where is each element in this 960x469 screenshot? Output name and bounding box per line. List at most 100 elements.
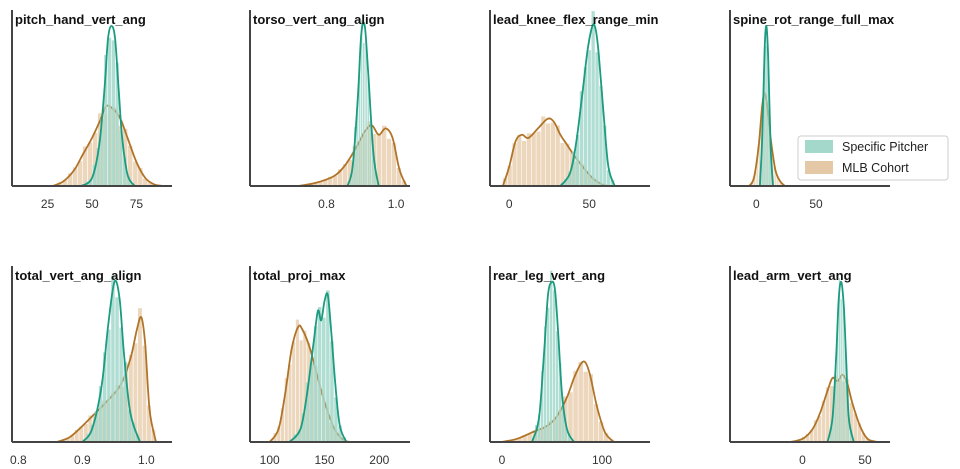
hist-bar-mlb-cohort (512, 439, 517, 442)
hist-bar-mlb-cohort (303, 330, 307, 442)
panel-title: total_vert_ang_align (15, 268, 141, 283)
hist-bar-specific-pitcher (326, 290, 330, 442)
legend-swatch-mlb-cohort (805, 161, 833, 174)
panel-torso-vert-ang-align: 0.8 1.0 torso_vert_ang_align (249, 10, 410, 211)
hist-bar-specific-pitcher (107, 329, 111, 442)
x-tick-label: 150 (314, 453, 334, 467)
hist-bar-mlb-cohort (277, 426, 281, 442)
hist-bar-mlb-cohort (573, 370, 578, 442)
panel-title: total_proj_max (253, 268, 346, 283)
hist-bar-specific-pitcher (358, 64, 361, 186)
hist-bar-mlb-cohort (773, 163, 775, 186)
hist-bar-specific-pitcher (103, 352, 107, 442)
hist-bar-specific-pitcher (322, 317, 326, 442)
hist-bar-mlb-cohort (391, 143, 397, 186)
hist-bar-specific-pitcher (559, 362, 562, 442)
x-tick-label: 200 (369, 453, 389, 467)
hist-bar-specific-pitcher (607, 170, 611, 186)
hist-bar-mlb-cohort (138, 308, 142, 442)
hist-bar-mlb-cohort (536, 131, 541, 186)
hist-bar-specific-pitcher (98, 386, 103, 442)
x-tick-label: 50 (809, 197, 823, 211)
hist-bar-specific-pitcher (354, 127, 356, 186)
hist-bar-mlb-cohort (382, 125, 387, 186)
hist-bar-mlb-cohort (853, 413, 857, 442)
hist-bar-mlb-cohort (512, 143, 517, 186)
hist-bar-specific-pitcher (86, 433, 90, 442)
hist-bar-mlb-cohort (522, 140, 527, 186)
hist-bar-mlb-cohort (589, 177, 594, 186)
hist-bar-specific-pitcher (583, 67, 587, 186)
x-tick-label: 0.8 (318, 197, 335, 211)
hist-bar-mlb-cohort (755, 161, 757, 186)
hist-bar-specific-pitcher (603, 125, 607, 186)
hist-bar-mlb-cohort (70, 435, 75, 442)
hist-bar-mlb-cohort (829, 386, 834, 442)
hist-bar-mlb-cohort (401, 180, 406, 186)
hist-bar-mlb-cohort (849, 402, 854, 442)
hist-bar-specific-pitcher (575, 134, 580, 186)
panel-total-vert-ang-align: 0.8 0.9 1.0 total_vert_ang_align (10, 266, 172, 467)
hist-bar-mlb-cohort (775, 170, 777, 186)
hist-bar-specific-pitcher (766, 30, 768, 186)
hist-bar-mlb-cohort (555, 125, 560, 186)
hist-bar-mlb-cohort (65, 437, 70, 442)
hist-bar-specific-pitcher (833, 386, 835, 442)
hist-bar-specific-pitcher (367, 76, 370, 186)
hist-bar-specific-pitcher (768, 89, 770, 186)
hist-bar-mlb-cohort (776, 176, 778, 186)
x-tick-label: 50 (85, 197, 99, 211)
hist-bar-specific-pitcher (835, 363, 837, 442)
legend: Specific Pitcher MLB Cohort (797, 135, 949, 181)
hist-bar-specific-pitcher (363, 43, 365, 186)
hist-bar-specific-pitcher (108, 37, 112, 186)
hist-bar-mlb-cohort (809, 430, 814, 442)
hist-bar-mlb-cohort (83, 424, 88, 442)
hist-bar-mlb-cohort (138, 167, 143, 186)
panel-lead-knee-flex-range-min: 0 50 lead_knee_flex_range_min (489, 10, 659, 211)
hist-bar-specific-pitcher (135, 435, 140, 442)
hist-bar-specific-pitcher (90, 424, 95, 442)
hist-bar-specific-pitcher (123, 361, 127, 442)
x-tick-label: 0 (506, 197, 513, 211)
hist-bar-mlb-cohort (598, 421, 604, 442)
panel-total-proj-max: 100 150 200 total_proj_max (249, 266, 410, 467)
hist-bar-mlb-cohort (308, 183, 313, 186)
panel-title: pitch_hand_vert_ang (15, 12, 146, 27)
hist-bar-mlb-cohort (801, 437, 806, 442)
hist-bar-specific-pitcher (119, 131, 123, 186)
hist-bar-specific-pitcher (123, 157, 127, 186)
hist-bar-mlb-cohort (143, 178, 148, 186)
hist-bar-specific-pitcher (544, 326, 547, 442)
hist-bar-specific-pitcher (550, 270, 553, 442)
hist-bar-mlb-cohort (151, 429, 156, 442)
hist-bar-mlb-cohort (295, 319, 299, 442)
hist-bar-mlb-cohort (299, 340, 303, 442)
hist-bar-specific-pitcher (111, 40, 115, 187)
hist-bar-specific-pitcher (372, 144, 374, 186)
hist-bar-specific-pitcher (115, 297, 119, 442)
hist-bar-specific-pitcher (356, 108, 358, 186)
hist-bar-mlb-cohort (568, 392, 573, 442)
hist-bar-specific-pitcher (541, 370, 544, 442)
x-tick-label: 0 (753, 197, 760, 211)
hist-bar-specific-pitcher (587, 50, 591, 187)
hist-bar-mlb-cohort (79, 426, 84, 442)
hist-bar-mlb-cohort (821, 400, 826, 442)
hist-bar-specific-pitcher (360, 20, 363, 186)
hist-bar-specific-pitcher (338, 425, 342, 442)
x-tick-label: 0.9 (74, 453, 91, 467)
hist-bar-specific-pitcher (547, 307, 550, 442)
hist-bar-mlb-cohort (82, 146, 88, 186)
hist-bar-mlb-cohort (857, 423, 861, 442)
hist-bar-mlb-cohort (517, 437, 522, 442)
hist-bar-specific-pitcher (330, 341, 334, 442)
hist-bar-mlb-cohort (323, 179, 328, 186)
x-tick-label: 100 (592, 453, 612, 467)
panel-title: spine_rot_range_full_max (733, 12, 895, 27)
hist-bar-specific-pitcher (842, 299, 844, 442)
hist-bar-specific-pitcher (595, 52, 599, 187)
hist-bar-mlb-cohort (560, 143, 565, 186)
hist-bar-specific-pitcher (309, 362, 314, 442)
hist-bar-specific-pitcher (591, 11, 595, 186)
